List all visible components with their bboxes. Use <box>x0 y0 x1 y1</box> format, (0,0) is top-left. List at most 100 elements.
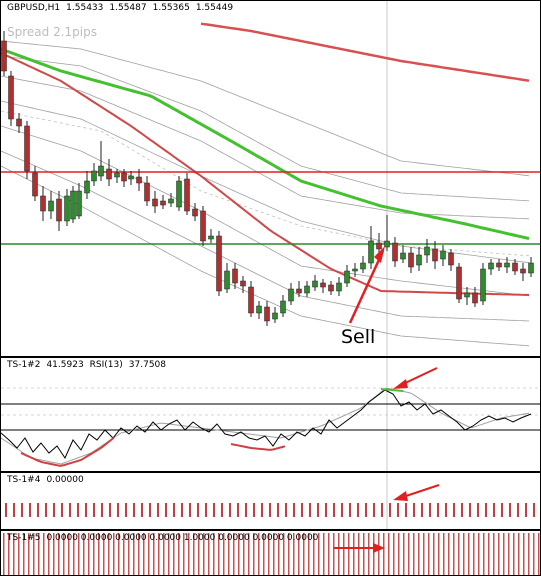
p4-bar-75 <box>378 533 380 575</box>
p3-bar-2 <box>21 503 23 517</box>
candle-body-31 <box>240 280 246 287</box>
p4-arrow-head <box>373 543 385 553</box>
p4-bar-54 <box>273 533 275 575</box>
p4-bar-10 <box>53 533 55 575</box>
p3-bar-61 <box>493 503 495 517</box>
p4-bar-43 <box>218 533 220 575</box>
p4-bar-86 <box>433 533 435 575</box>
p3-bar-30 <box>245 503 247 517</box>
p4-bar-101 <box>508 533 510 575</box>
p4-bar-70 <box>353 533 355 575</box>
p3-bar-58 <box>469 503 471 517</box>
p4-bar-35 <box>178 533 180 575</box>
p4-bar-5 <box>28 533 30 575</box>
p4-bar-56 <box>283 533 285 575</box>
p4-bar-89 <box>448 533 450 575</box>
price-chart-pane[interactable]: GBPUSD,H1 1.55433 1.55487 1.55365 1.55449 Sp… <box>0 0 541 357</box>
p4-bar-65 <box>328 533 330 575</box>
p4-bar-98 <box>493 533 495 575</box>
p3-arrow-shaft <box>402 484 440 498</box>
p4-bar-102 <box>513 533 515 575</box>
rsi-indicator-pane[interactable]: TS-1#2 41.5923 RSI(13) 37.7508 <box>0 357 541 472</box>
p4-bar-36 <box>183 533 185 575</box>
p3-bar-4 <box>37 503 39 517</box>
p3-bar-14 <box>117 503 119 517</box>
candle-body-55 <box>432 248 438 262</box>
p3-bar-34 <box>277 503 279 517</box>
sell-annotation: Sell <box>341 326 376 348</box>
p4-bar-78 <box>393 533 395 575</box>
p4-bar-38 <box>193 533 195 575</box>
p3-bar-16 <box>133 503 135 517</box>
p3-bar-26 <box>213 503 215 517</box>
candle-body-45 <box>352 268 358 272</box>
p3-bar-28 <box>229 503 231 517</box>
p3-bar-32 <box>261 503 263 517</box>
candle-body-5 <box>40 195 46 212</box>
p3-bar-15 <box>125 503 127 517</box>
p4-bar-4 <box>23 533 25 575</box>
p3-bar-63 <box>509 503 511 517</box>
p3-bar-45 <box>365 503 367 517</box>
candle-body-10 <box>76 190 82 217</box>
ohlc-close: 1.55449 <box>195 3 234 13</box>
ts-5-name: TS-1#5 <box>7 533 41 543</box>
p3-bar-40 <box>325 503 327 517</box>
p4-bar-12 <box>63 533 65 575</box>
rsi-overbought-segment <box>380 388 404 392</box>
p3-bar-25 <box>205 503 207 517</box>
p3-bar-42 <box>341 503 343 517</box>
ts-5-indicator-pane[interactable]: TS-1#5 0.0000 0.0000 0.0000 0.0000 1.0000… <box>0 530 541 576</box>
p4-bar-50 <box>253 533 255 575</box>
rsi-indicator-name: TS-1#2 <box>7 360 41 370</box>
rsi-label: RSI(13) <box>89 360 123 370</box>
p4-bar-88 <box>443 533 445 575</box>
p4-bar-79 <box>398 533 400 575</box>
rsi-arrow-head <box>393 379 408 389</box>
p4-bar-13 <box>68 533 70 575</box>
p3-bar-20 <box>165 503 167 517</box>
ma-red-line <box>1 52 529 296</box>
p4-bar-9 <box>48 533 50 575</box>
candle-body-24 <box>184 178 190 212</box>
p3-arrow-head <box>393 491 408 501</box>
p4-bar-30 <box>153 533 155 575</box>
p4-bar-26 <box>133 533 135 575</box>
p4-bar-7 <box>38 533 40 575</box>
candle-body-8 <box>64 195 70 222</box>
ohlc-high: 1.55487 <box>109 3 147 13</box>
ts-5-canvas <box>3 533 540 575</box>
ts-4-indicator-pane[interactable]: TS-1#4 0.00000 <box>0 472 541 530</box>
rsi-oversold-segment-left <box>20 436 115 467</box>
p3-bar-24 <box>197 503 199 517</box>
ts-4-canvas <box>5 473 535 529</box>
p3-bar-48 <box>389 503 391 517</box>
candle-body-64 <box>504 262 510 268</box>
p4-bar-92 <box>463 533 465 575</box>
rsi-signal-line <box>1 387 530 465</box>
p4-bar-104 <box>523 533 525 575</box>
p4-bar-77 <box>388 533 390 575</box>
candle-body-51 <box>400 252 406 260</box>
long-ma-red-top <box>200 22 530 82</box>
p3-bar-46 <box>373 503 375 517</box>
p4-bar-87 <box>438 533 440 575</box>
p3-bar-29 <box>237 503 239 517</box>
p4-bar-107 <box>538 533 540 575</box>
p3-bar-33 <box>269 503 271 517</box>
p4-bar-82 <box>413 533 415 575</box>
candle-body-18 <box>136 176 142 184</box>
p4-bar-24 <box>123 533 125 575</box>
candle-body-7 <box>56 198 62 222</box>
candle-body-1 <box>8 75 14 120</box>
p4-bar-29 <box>148 533 150 575</box>
candle-body-13 <box>98 165 104 177</box>
p4-bar-58 <box>293 533 295 575</box>
p4-bar-55 <box>278 533 280 575</box>
p4-bar-93 <box>468 533 470 575</box>
p3-bar-43 <box>349 503 351 517</box>
spread-label: Spread 2.1pips <box>7 25 97 39</box>
candle-body-6 <box>48 200 54 212</box>
p4-bar-42 <box>213 533 215 575</box>
rsi-main-line <box>1 389 532 460</box>
